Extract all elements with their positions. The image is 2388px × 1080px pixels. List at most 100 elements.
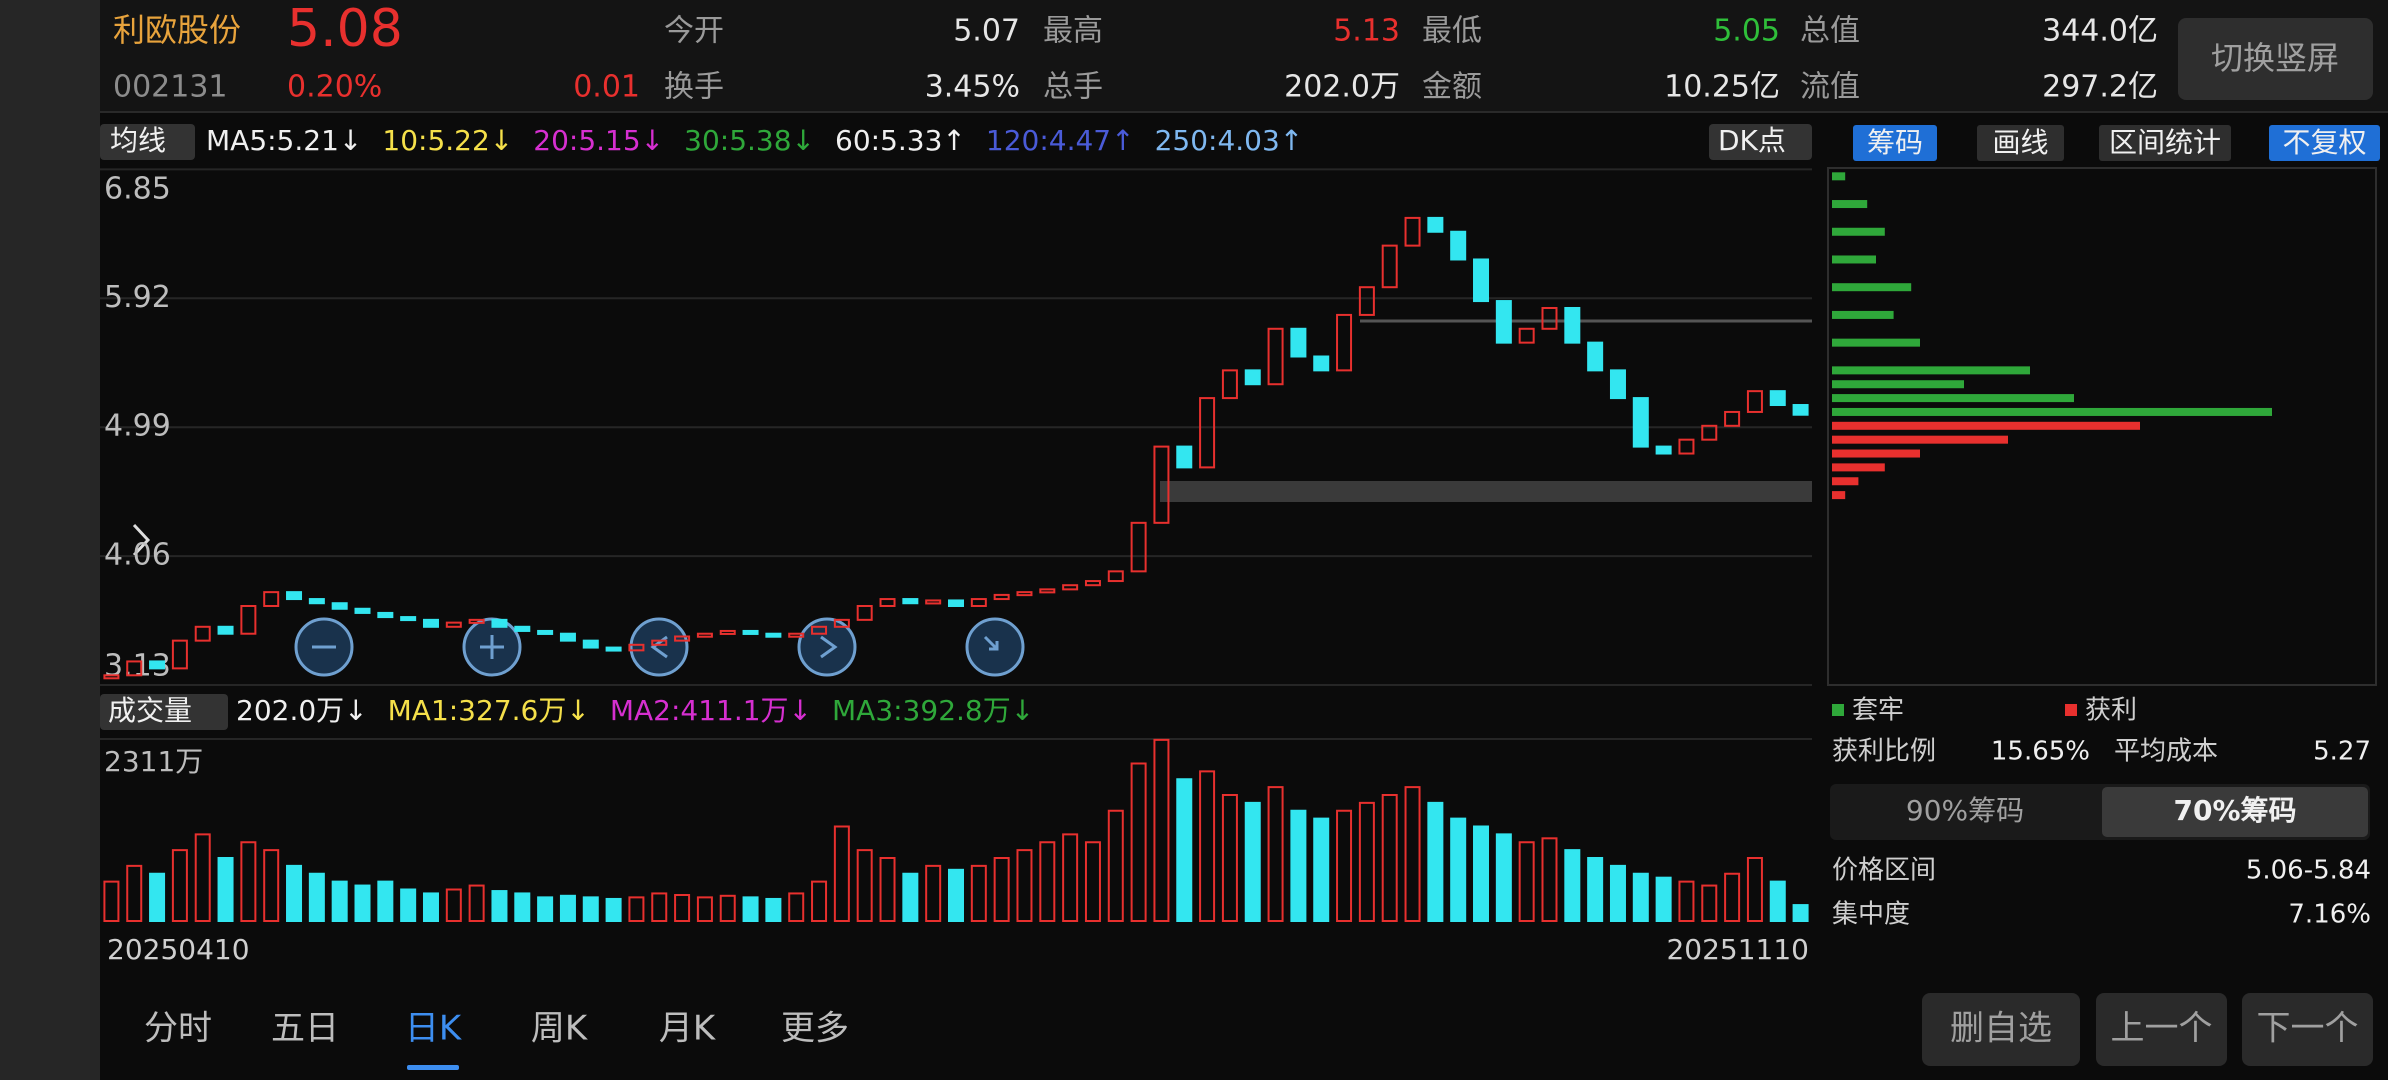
- candle: [651, 639, 668, 646]
- volume-bar: [1427, 801, 1444, 922]
- nav-button[interactable]: [1922, 993, 2080, 1066]
- volume-bar: [970, 864, 987, 923]
- tab[interactable]: [1977, 125, 2064, 161]
- field-value: 344.0亿: [2042, 14, 2158, 49]
- field-label: 换手: [664, 70, 724, 105]
- volume-bar: [879, 856, 896, 922]
- candle: [1336, 313, 1353, 372]
- candle: [1062, 584, 1079, 591]
- candle: [1153, 445, 1170, 524]
- nav-underline: [407, 1065, 459, 1070]
- volume-selector-label: 成交量: [108, 694, 192, 727]
- candle: [1518, 327, 1535, 344]
- volume-bar: [811, 880, 828, 922]
- volume-bar: [1724, 872, 1741, 923]
- chip-bar: [1832, 421, 2140, 430]
- indicator-item: MA3:392.8万↓: [832, 694, 1034, 727]
- volume-bar: [331, 880, 348, 922]
- expand-arrow[interactable]: [132, 523, 151, 557]
- chip-bar: [1832, 255, 1876, 264]
- nav-tab[interactable]: 五日: [271, 1009, 339, 1049]
- candle: [126, 660, 143, 677]
- candle: [833, 618, 850, 628]
- candle: [628, 643, 645, 652]
- rotate-button[interactable]: [2178, 18, 2373, 100]
- volume-bar: [194, 833, 211, 923]
- volume-bar: [1016, 849, 1033, 922]
- stat-value: 5.27: [2313, 737, 2371, 767]
- volume-bar: [400, 888, 417, 922]
- candle: [308, 598, 325, 605]
- nav-button[interactable]: [2242, 993, 2373, 1066]
- chip-tab-selected[interactable]: [2102, 787, 2368, 837]
- candle: [491, 618, 508, 628]
- stock-code: 002131: [113, 70, 228, 105]
- nav-button-label: 删自选: [1950, 1009, 2052, 1049]
- volume-bar: [354, 884, 371, 922]
- candle: [925, 599, 942, 605]
- volume-bar: [1746, 856, 1763, 922]
- candle: [1724, 410, 1741, 427]
- candle: [354, 607, 371, 614]
- volume-bar: [308, 872, 325, 923]
- volume-bar: [719, 894, 736, 922]
- stock-price: 5.08: [287, 0, 403, 59]
- nav-tab[interactable]: 更多: [781, 1009, 849, 1049]
- volume-bar: [559, 894, 576, 922]
- chip-tab-label: 70%筹码: [2173, 794, 2296, 827]
- legend-swatch: [2065, 704, 2077, 716]
- tab[interactable]: [2269, 125, 2380, 161]
- volume-bar: [765, 897, 782, 922]
- field-value: 202.0万: [1284, 70, 1400, 105]
- volume-bar: [788, 892, 805, 922]
- field-label: 最低: [1422, 14, 1482, 49]
- volume-bar: [1244, 801, 1261, 922]
- tab[interactable]: [2099, 125, 2231, 161]
- chip-bar: [1832, 172, 1846, 181]
- nav-button[interactable]: [2096, 993, 2227, 1066]
- move-left[interactable]: [629, 617, 689, 677]
- ma-selector-label: 均线: [110, 124, 166, 157]
- chip-tab-label: 90%筹码: [1906, 794, 2024, 827]
- chip-bar: [1832, 477, 1859, 486]
- candle: [171, 639, 188, 670]
- candle: [149, 660, 166, 670]
- volume-bar: [1701, 884, 1718, 922]
- volume-bar: [217, 856, 234, 922]
- volume-bar: [742, 896, 759, 922]
- candle: [1564, 306, 1581, 344]
- candle: [1381, 244, 1398, 289]
- candle: [1267, 327, 1284, 386]
- nav-tab[interactable]: 月K: [659, 1009, 717, 1049]
- volume-bar: [605, 897, 622, 922]
- candle: [1450, 230, 1467, 261]
- volume-bar: [925, 864, 942, 923]
- dk-button[interactable]: [1709, 124, 1812, 160]
- candle: [582, 639, 599, 649]
- volume-bar: [1153, 738, 1170, 922]
- volume-bar: [1473, 825, 1490, 923]
- y-tick-label: 4.06: [104, 538, 171, 573]
- candle: [263, 591, 280, 607]
- candle: [902, 598, 919, 605]
- candle: [1107, 570, 1124, 583]
- candle: [1632, 397, 1649, 448]
- volume-selector[interactable]: [100, 694, 228, 730]
- nav-tab[interactable]: 周K: [531, 1009, 589, 1049]
- candle: [1769, 390, 1786, 407]
- ma-selector[interactable]: [100, 124, 195, 160]
- nav-tab[interactable]: 分时: [144, 1009, 212, 1049]
- change-pct: 0.20%: [287, 70, 382, 105]
- stat-value: 5.06-5.84: [2246, 856, 2371, 886]
- tab[interactable]: [1853, 125, 1937, 161]
- chart-tools: [294, 617, 1025, 677]
- indicator-item: 10:5.22↓: [382, 124, 513, 157]
- volume-bar: [696, 896, 713, 922]
- y-tick-label: 6.85: [104, 172, 171, 207]
- nav-tab[interactable]: 日K: [405, 1009, 463, 1049]
- field-label: 总值: [1800, 14, 1860, 49]
- indicator-item: 30:5.38↓: [684, 124, 815, 157]
- field-value: 297.2亿: [2042, 70, 2158, 105]
- dk-label: DK点: [1718, 124, 1786, 157]
